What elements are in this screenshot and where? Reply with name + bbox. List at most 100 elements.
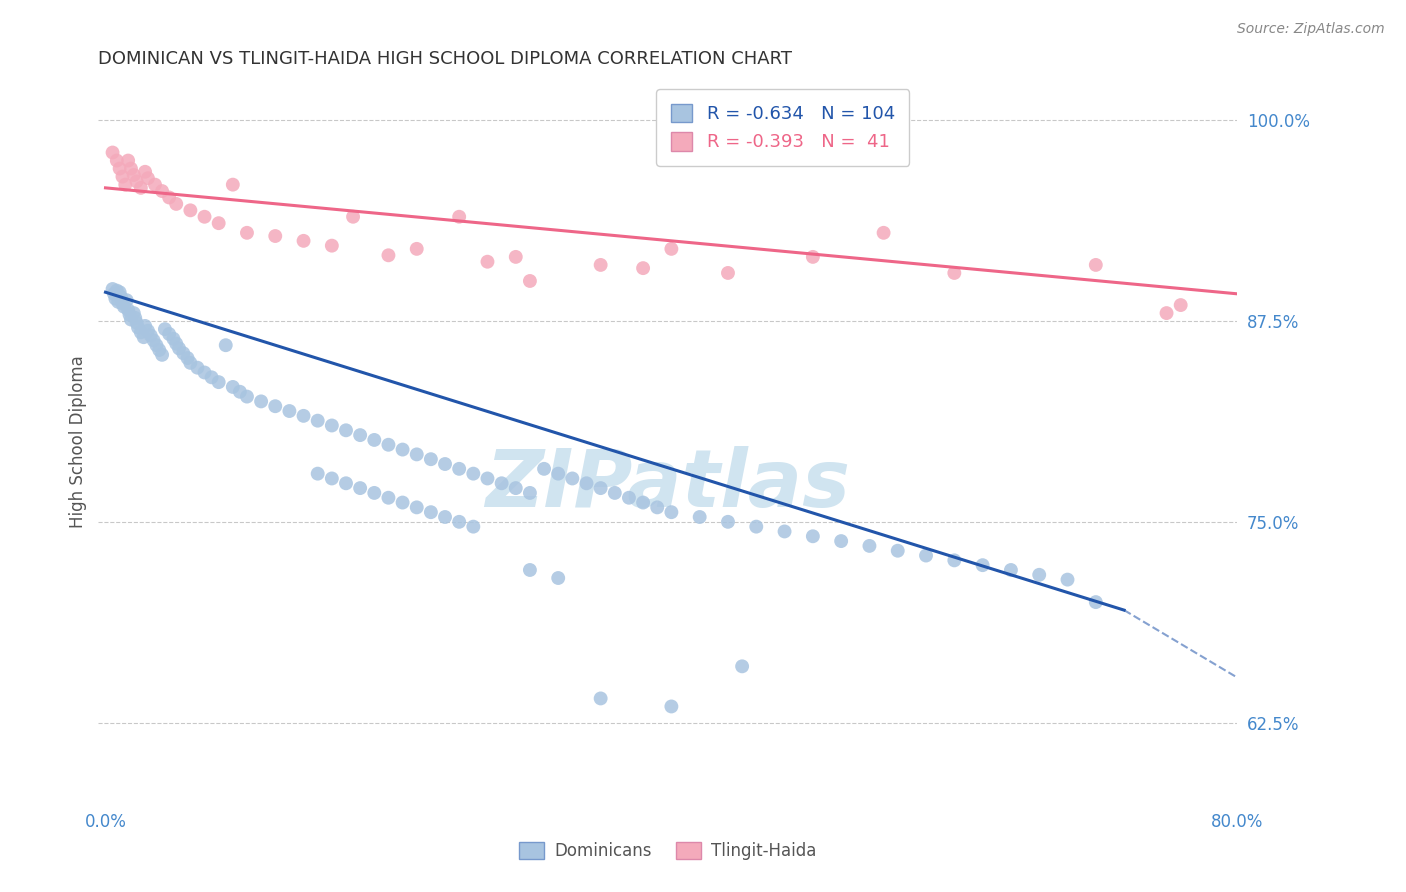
Point [449, 210, 471, 224]
Point [208, 216, 231, 230]
Point [617, 491, 640, 505]
Point [801, 529, 824, 543]
Point [943, 553, 966, 567]
Point [434, 510, 457, 524]
Point [858, 539, 880, 553]
Point [505, 250, 527, 264]
Point [377, 491, 399, 505]
Point [631, 261, 654, 276]
Point [449, 515, 471, 529]
Point [335, 423, 357, 437]
Point [717, 266, 740, 280]
Point [631, 495, 654, 509]
Point [105, 284, 128, 298]
Point [1056, 573, 1078, 587]
Point [887, 543, 910, 558]
Point [915, 549, 938, 563]
Point [943, 266, 966, 280]
Point [519, 486, 541, 500]
Point [872, 226, 894, 240]
Point [108, 161, 131, 176]
Point [150, 184, 173, 198]
Point [105, 153, 128, 168]
Point [419, 505, 441, 519]
Point [222, 178, 245, 192]
Point [165, 197, 187, 211]
Point [661, 699, 683, 714]
Point [179, 203, 201, 218]
Point [157, 326, 180, 341]
Point [193, 366, 215, 380]
Point [589, 258, 612, 272]
Text: DOMINICAN VS TLINGIT-HAIDA HIGH SCHOOL DIPLOMA CORRELATION CHART: DOMINICAN VS TLINGIT-HAIDA HIGH SCHOOL D… [98, 50, 793, 68]
Point [349, 481, 371, 495]
Point [162, 332, 184, 346]
Point [103, 286, 125, 301]
Point [547, 467, 569, 481]
Point [335, 476, 357, 491]
Point [129, 181, 152, 195]
Point [153, 322, 176, 336]
Point [449, 462, 471, 476]
Point [405, 242, 427, 256]
Point [139, 328, 162, 343]
Point [1084, 258, 1107, 272]
Point [108, 285, 131, 300]
Point [689, 510, 711, 524]
Point [165, 336, 187, 351]
Point [264, 229, 287, 244]
Point [801, 250, 824, 264]
Point [321, 238, 343, 252]
Legend: Dominicans, Tlingit-Haida: Dominicans, Tlingit-Haida [512, 835, 824, 867]
Point [603, 486, 626, 500]
Point [363, 433, 385, 447]
Point [1084, 595, 1107, 609]
Point [101, 145, 124, 160]
Point [745, 519, 768, 533]
Point [124, 310, 146, 325]
Point [292, 409, 315, 423]
Point [278, 404, 301, 418]
Point [125, 316, 148, 330]
Point [143, 178, 166, 192]
Point [101, 282, 124, 296]
Point [111, 296, 134, 310]
Point [200, 370, 222, 384]
Point [111, 169, 134, 184]
Point [179, 356, 201, 370]
Point [1000, 563, 1022, 577]
Point [717, 515, 740, 529]
Point [186, 360, 208, 375]
Point [115, 293, 138, 308]
Point [250, 394, 273, 409]
Point [477, 471, 499, 485]
Point [264, 399, 287, 413]
Point [127, 320, 149, 334]
Point [148, 343, 170, 357]
Point [134, 165, 156, 179]
Point [391, 495, 413, 509]
Point [972, 558, 994, 573]
Point [377, 438, 399, 452]
Point [120, 312, 142, 326]
Point [377, 248, 399, 262]
Point [363, 486, 385, 500]
Point [321, 471, 343, 485]
Point [477, 254, 499, 268]
Point [830, 534, 852, 549]
Point [342, 210, 364, 224]
Point [112, 300, 135, 314]
Point [215, 338, 238, 352]
Point [136, 324, 159, 338]
Point [491, 476, 513, 491]
Point [118, 308, 141, 322]
Text: Source: ZipAtlas.com: Source: ZipAtlas.com [1237, 22, 1385, 37]
Point [533, 462, 555, 476]
Point [150, 348, 173, 362]
Point [117, 153, 139, 168]
Point [547, 571, 569, 585]
Point [405, 500, 427, 515]
Point [222, 380, 245, 394]
Point [208, 375, 231, 389]
Point [561, 471, 583, 485]
